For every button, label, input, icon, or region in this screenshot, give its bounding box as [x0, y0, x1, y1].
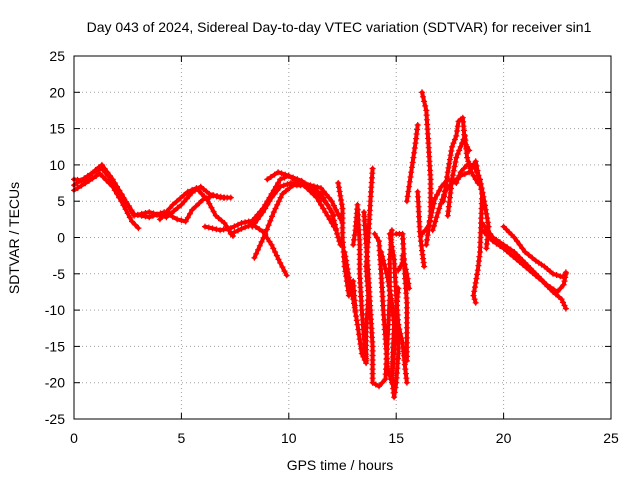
y-tick-label: 25 — [49, 48, 65, 64]
series-track-2 — [71, 170, 142, 232]
series-track-9 — [264, 169, 346, 226]
series-track-20 — [414, 188, 428, 270]
x-tick-label: 25 — [603, 430, 619, 446]
series-track-7 — [227, 221, 290, 279]
axis-ticks: -25 -20 -15 -10 -5 0 5 10 15 20 25 0 5 10 15 20 25 — [45, 48, 619, 446]
series-track-25 — [444, 132, 481, 219]
chart-title: Day 043 of 2024, Sidereal Day-to-day VTE… — [87, 19, 592, 35]
series-markers — [350, 201, 370, 364]
series-track-28 — [500, 223, 569, 281]
y-tick-label: -5 — [53, 266, 66, 282]
series-markers — [227, 221, 290, 279]
data-series — [71, 89, 569, 401]
y-tick-label: 20 — [49, 84, 65, 100]
series-markers — [414, 188, 428, 270]
series-track-27 — [479, 227, 569, 312]
series-markers — [264, 169, 346, 226]
series-track-3 — [71, 165, 234, 221]
series-markers — [444, 132, 481, 219]
series-track-19 — [403, 122, 421, 205]
x-axis-label: GPS time / hours — [287, 457, 394, 473]
x-tick-label: 0 — [70, 430, 78, 446]
y-tick-label: -15 — [45, 338, 65, 354]
series-track-16 — [386, 230, 410, 386]
series-markers — [378, 249, 402, 401]
series-line — [480, 221, 568, 294]
x-tick-label: 20 — [496, 430, 512, 446]
series-track-15 — [378, 249, 402, 401]
y-tick-label: 15 — [49, 121, 65, 137]
series-markers — [386, 230, 410, 386]
series-track-18 — [395, 252, 413, 292]
series-line — [480, 228, 568, 311]
x-tick-label: 10 — [281, 430, 297, 446]
series-track-26 — [479, 220, 569, 295]
series-markers — [500, 223, 569, 281]
series-markers — [479, 220, 569, 295]
y-tick-label: 10 — [49, 157, 65, 173]
series-track-10 — [335, 180, 359, 314]
y-tick-label: -25 — [45, 411, 65, 427]
series-markers — [395, 252, 413, 292]
y-tick-label: 0 — [57, 230, 65, 246]
series-track-12 — [350, 201, 370, 364]
series-track-17 — [393, 230, 410, 364]
series-markers — [403, 122, 421, 205]
x-tick-label: 5 — [178, 430, 186, 446]
y-tick-label: -10 — [45, 302, 65, 318]
series-track-8 — [249, 180, 344, 248]
series-line — [252, 183, 339, 260]
y-axis-label: SDTVAR / TECUs — [6, 182, 22, 294]
series-markers — [479, 227, 569, 312]
x-tick-label: 15 — [388, 430, 404, 446]
y-tick-label: -20 — [45, 375, 65, 391]
y-tick-label: 5 — [57, 193, 65, 209]
series-markers — [249, 180, 344, 248]
